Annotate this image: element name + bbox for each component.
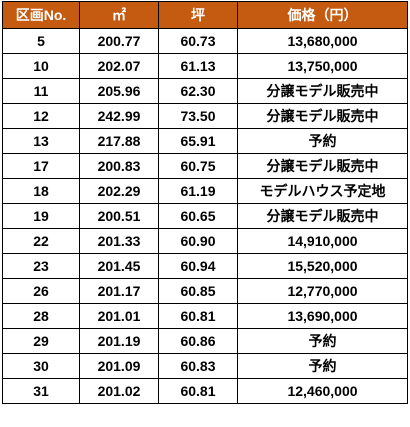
cell-area-tsubo: 60.85 [158, 278, 238, 304]
cell-area-tsubo: 61.13 [158, 53, 238, 79]
table-row: 13 217.88 65.91 予約 [2, 128, 408, 154]
cell-price: 分譲モデル販売中 [237, 203, 408, 229]
cell-area-tsubo: 65.91 [158, 128, 238, 154]
cell-lot-number: 12 [2, 103, 80, 129]
cell-area-sqm: 200.83 [79, 153, 159, 179]
header-area-tsubo: 坪 [158, 1, 238, 29]
cell-price: 14,910,000 [237, 228, 408, 254]
cell-area-sqm: 201.17 [79, 278, 159, 304]
table-row: 5 200.77 60.73 13,680,000 [2, 28, 408, 54]
cell-price: 分譲モデル販売中 [237, 153, 408, 179]
cell-lot-number: 10 [2, 53, 80, 79]
cell-lot-number: 13 [2, 128, 80, 154]
cell-lot-number: 22 [2, 228, 80, 254]
cell-lot-number: 28 [2, 303, 80, 329]
cell-lot-number: 5 [2, 28, 80, 54]
cell-price: 12,460,000 [237, 378, 408, 404]
cell-price: モデルハウス予定地 [237, 178, 408, 204]
table-body: 5 200.77 60.73 13,680,000 10 202.07 61.13 13,75… [2, 28, 408, 404]
table-row: 26 201.17 60.85 12,770,000 [2, 278, 408, 304]
cell-area-tsubo: 60.83 [158, 353, 238, 379]
cell-area-tsubo: 60.86 [158, 328, 238, 354]
cell-price: 13,680,000 [237, 28, 408, 54]
table-row: 17 200.83 60.75 分譲モデル販売中 [2, 153, 408, 179]
cell-area-tsubo: 61.19 [158, 178, 238, 204]
cell-price: 15,520,000 [237, 253, 408, 279]
cell-area-tsubo: 60.94 [158, 253, 238, 279]
cell-area-sqm: 200.51 [79, 203, 159, 229]
cell-area-tsubo: 60.81 [158, 303, 238, 329]
cell-area-sqm: 205.96 [79, 78, 159, 104]
cell-price: 分譲モデル販売中 [237, 78, 408, 104]
table-row: 12 242.99 73.50 分譲モデル販売中 [2, 103, 408, 129]
table-row: 22 201.33 60.90 14,910,000 [2, 228, 408, 254]
cell-area-sqm: 242.99 [79, 103, 159, 129]
cell-area-sqm: 201.01 [79, 303, 159, 329]
cell-area-sqm: 202.29 [79, 178, 159, 204]
table-row: 28 201.01 60.81 13,690,000 [2, 303, 408, 329]
table-row: 29 201.19 60.86 予約 [2, 328, 408, 354]
cell-area-sqm: 217.88 [79, 128, 159, 154]
cell-area-tsubo: 60.75 [158, 153, 238, 179]
cell-price: 予約 [237, 128, 408, 154]
table-row: 11 205.96 62.30 分譲モデル販売中 [2, 78, 408, 104]
header-lot-number: 区画No. [2, 1, 80, 29]
header-row: 区画No. ㎡ 坪 価格（円） [2, 1, 408, 29]
cell-area-sqm: 201.45 [79, 253, 159, 279]
table-row: 31 201.02 60.81 12,460,000 [2, 378, 408, 404]
table-row: 23 201.45 60.94 15,520,000 [2, 253, 408, 279]
cell-area-tsubo: 73.50 [158, 103, 238, 129]
header-price: 価格（円） [237, 1, 408, 29]
cell-area-sqm: 201.09 [79, 353, 159, 379]
cell-price: 予約 [237, 353, 408, 379]
table-row: 19 200.51 60.65 分譲モデル販売中 [2, 203, 408, 229]
cell-area-sqm: 201.33 [79, 228, 159, 254]
cell-lot-number: 26 [2, 278, 80, 304]
lot-price-table: 区画No. ㎡ 坪 価格（円） 5 200.77 60.73 13,680,000 10… [2, 1, 408, 404]
cell-area-sqm: 200.77 [79, 28, 159, 54]
cell-price: 12,770,000 [237, 278, 408, 304]
cell-area-tsubo: 60.90 [158, 228, 238, 254]
cell-area-sqm: 201.19 [79, 328, 159, 354]
cell-area-tsubo: 60.81 [158, 378, 238, 404]
cell-lot-number: 31 [2, 378, 80, 404]
table-row: 30 201.09 60.83 予約 [2, 353, 408, 379]
cell-lot-number: 23 [2, 253, 80, 279]
cell-area-tsubo: 60.65 [158, 203, 238, 229]
cell-area-sqm: 202.07 [79, 53, 159, 79]
cell-area-sqm: 201.02 [79, 378, 159, 404]
cell-lot-number: 17 [2, 153, 80, 179]
table-row: 10 202.07 61.13 13,750,000 [2, 53, 408, 79]
header-area-sqm: ㎡ [79, 1, 159, 29]
cell-area-tsubo: 62.30 [158, 78, 238, 104]
cell-lot-number: 11 [2, 78, 80, 104]
cell-price: 13,690,000 [237, 303, 408, 329]
cell-price: 分譲モデル販売中 [237, 103, 408, 129]
cell-lot-number: 18 [2, 178, 80, 204]
cell-price: 13,750,000 [237, 53, 408, 79]
cell-price: 予約 [237, 328, 408, 354]
cell-lot-number: 19 [2, 203, 80, 229]
table-row: 18 202.29 61.19 モデルハウス予定地 [2, 178, 408, 204]
cell-area-tsubo: 60.73 [158, 28, 238, 54]
cell-lot-number: 30 [2, 353, 80, 379]
cell-lot-number: 29 [2, 328, 80, 354]
